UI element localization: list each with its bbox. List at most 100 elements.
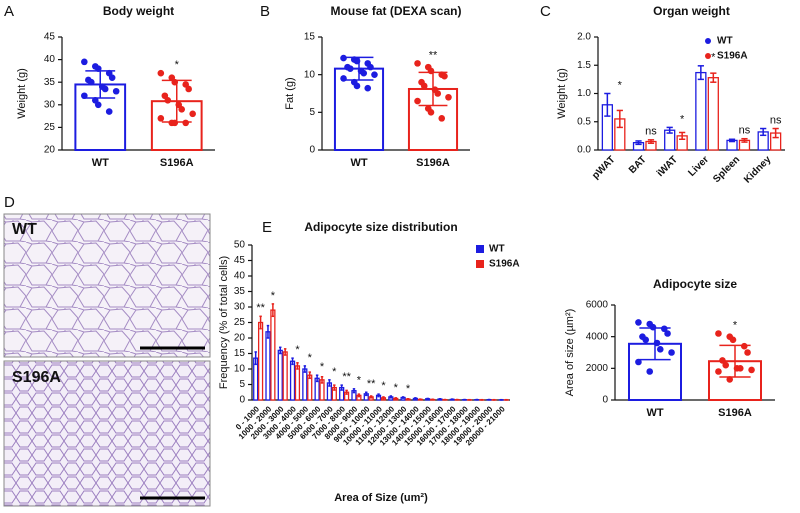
y-axis-label: Area of size (µm²): [564, 309, 576, 397]
significance-label: *: [711, 52, 716, 64]
y-tick-label: 30: [44, 99, 56, 110]
image-label: WT: [12, 221, 37, 238]
significance-label: **: [256, 302, 265, 314]
y-tick-label: 2.0: [577, 32, 591, 43]
y-tick-label: 30: [234, 302, 246, 313]
x-tick-label: WT: [92, 157, 109, 169]
data-point: [340, 75, 347, 82]
y-axis-label: Weight (g): [556, 68, 568, 119]
bar: [271, 310, 275, 400]
data-point: [421, 83, 428, 90]
y-tick-label: 0.5: [577, 116, 591, 127]
significance-label: *: [271, 290, 276, 302]
significance-label: *: [332, 366, 337, 378]
y-tick-label: 10: [304, 69, 316, 80]
data-point: [189, 111, 196, 118]
bar: [696, 73, 706, 150]
y-tick-label: 0.0: [577, 145, 591, 156]
significance-label: ns: [739, 125, 751, 137]
y-axis-label: Weight (g): [16, 68, 28, 119]
data-point: [81, 59, 88, 66]
data-point: [340, 55, 347, 62]
data-point: [635, 319, 642, 326]
x-tick-label: S196A: [160, 157, 194, 169]
data-point: [748, 367, 755, 374]
significance-label: *: [394, 382, 399, 394]
data-point: [434, 90, 441, 97]
significance-label: *: [680, 113, 685, 125]
histology-panel: D WT S196A: [4, 194, 210, 506]
panel-label: E: [262, 219, 272, 236]
y-tick-label: 4000: [586, 331, 609, 342]
y-tick-label: 25: [234, 317, 246, 328]
x-tick-label: BAT: [627, 154, 649, 176]
y-tick-label: 5: [309, 107, 315, 118]
data-point: [744, 349, 751, 356]
data-point: [722, 362, 729, 369]
x-tick-label: WT: [350, 157, 367, 169]
y-tick-label: 20: [234, 333, 246, 344]
panel-label: C: [540, 3, 551, 20]
data-point: [657, 346, 664, 353]
y-tick-label: 1.0: [577, 88, 591, 99]
panel-label: B: [260, 3, 270, 20]
data-point: [164, 97, 171, 104]
data-point: [668, 349, 675, 356]
data-point: [367, 64, 374, 71]
data-point: [185, 86, 192, 93]
chart-title: Body weight: [103, 4, 174, 18]
data-point: [664, 330, 671, 337]
bar: [283, 352, 287, 400]
data-point: [715, 368, 722, 375]
x-tick-label: iWAT: [655, 154, 680, 179]
y-tick-label: 35: [234, 286, 246, 297]
significance-label: *: [175, 59, 180, 71]
data-point: [371, 71, 378, 78]
x-tick-label: Kidney: [742, 154, 774, 186]
significance-label: *: [295, 344, 300, 356]
data-point: [178, 106, 185, 113]
significance-label: *: [320, 361, 325, 373]
y-tick-label: 0: [602, 395, 608, 406]
x-tick-label: pWAT: [590, 154, 617, 181]
y-tick-label: 35: [44, 77, 56, 88]
y-axis-label: Fat (g): [284, 77, 296, 109]
chart-title: Adipocyte size distribution: [304, 220, 457, 234]
significance-label: **: [367, 378, 376, 390]
legend-label: WT: [489, 244, 505, 255]
x-tick-label: WT: [646, 407, 663, 419]
image-label: S196A: [12, 369, 61, 386]
significance-label: ns: [645, 126, 657, 138]
y-tick-label: 40: [234, 271, 246, 282]
x-tick-label: S196A: [718, 407, 752, 419]
y-tick-label: 0: [239, 395, 245, 406]
significance-label: *: [357, 375, 362, 387]
significance-label: *: [733, 319, 738, 331]
data-point: [360, 70, 367, 77]
data-point: [414, 60, 421, 67]
x-axis-label: Area of Size (um²): [334, 492, 428, 504]
significance-label: *: [308, 352, 313, 364]
data-point: [182, 120, 189, 127]
panel-label: D: [4, 194, 15, 211]
data-point: [95, 102, 102, 109]
bar: [295, 366, 299, 400]
y-tick-label: 5: [239, 379, 245, 390]
y-tick-label: 50: [234, 240, 246, 251]
bar: [266, 332, 270, 400]
legend-label: S196A: [717, 51, 748, 62]
data-point: [354, 83, 361, 90]
y-tick-label: 2000: [586, 363, 609, 374]
significance-label: ns: [770, 114, 782, 126]
data-point: [730, 337, 737, 344]
significance-label: *: [406, 383, 411, 395]
data-point: [428, 109, 435, 116]
x-tick-label: S196A: [416, 157, 450, 169]
data-point: [438, 115, 445, 122]
bar: [291, 361, 295, 400]
